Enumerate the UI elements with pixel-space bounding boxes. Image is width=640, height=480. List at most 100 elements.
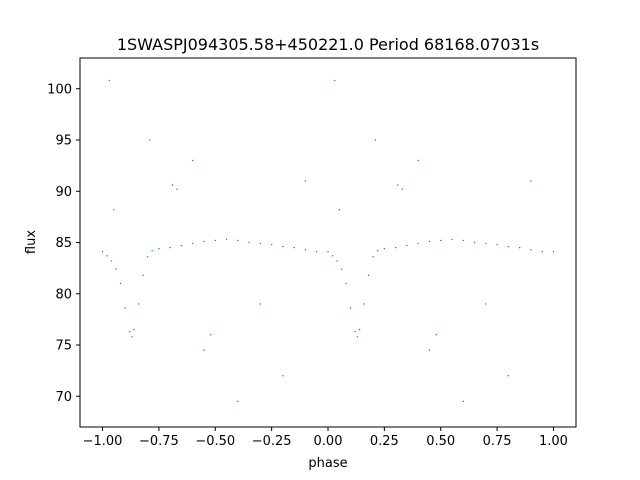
data-point (356, 336, 359, 338)
data-point (304, 180, 307, 182)
x-axis: −1.00 −0.75 −0.50 −0.25 0.00 0.25 0.50 0.75 1.00 (83, 427, 568, 449)
plot-area-frame (79, 57, 577, 428)
data-point (169, 246, 171, 249)
data-point (304, 248, 307, 251)
data-point (340, 268, 343, 270)
data-point (485, 303, 487, 305)
data-point (334, 79, 336, 82)
data-point (462, 239, 464, 242)
data-point (507, 375, 510, 377)
data-point (210, 334, 212, 336)
data-point (354, 330, 356, 333)
x-tick-label: 0.25 (370, 434, 399, 449)
y-tick-label: 85 (55, 236, 72, 251)
chart-title: 1SWASPJ094305.58+450221.0 Period 68168.0… (117, 35, 539, 54)
data-point (214, 239, 216, 242)
x-tick-label: −0.25 (252, 434, 292, 449)
data-point (394, 246, 397, 249)
y-tick-label: 75 (55, 339, 72, 354)
data-point (440, 239, 442, 242)
data-point (383, 247, 386, 250)
data-point (203, 240, 205, 243)
data-point (237, 239, 239, 242)
x-tick-label: 0.50 (426, 434, 455, 449)
data-point (417, 242, 419, 245)
data-point (428, 349, 431, 351)
y-axis-title: flux (24, 230, 39, 254)
data-point (137, 303, 140, 305)
data-point (128, 330, 131, 333)
data-point (113, 209, 115, 211)
x-tick-label: −1.00 (83, 434, 123, 449)
y-tick-label: 95 (55, 134, 72, 149)
data-point (131, 336, 133, 338)
data-point (110, 260, 113, 262)
data-point (451, 238, 453, 241)
data-point (106, 255, 108, 257)
y-tick-label: 100 (47, 82, 72, 97)
data-point (293, 246, 295, 249)
data-point (435, 334, 437, 336)
data-point (270, 243, 273, 246)
data-point (108, 79, 111, 82)
data-point (417, 159, 419, 162)
data-point (374, 139, 377, 141)
x-tick-label: 1.00 (539, 434, 568, 449)
data-point (282, 375, 284, 377)
data-point (124, 307, 126, 309)
x-tick-label: 0.75 (483, 434, 512, 449)
data-point (180, 244, 183, 247)
data-point (376, 250, 379, 252)
data-point (176, 188, 178, 190)
data-point (336, 260, 338, 262)
data-point (192, 242, 194, 245)
data-point (367, 274, 370, 276)
data-point (428, 240, 431, 243)
data-point (397, 184, 399, 186)
data-point (358, 328, 361, 331)
data-point (248, 241, 250, 244)
x-tick-label: −0.75 (139, 434, 179, 449)
data-point (462, 400, 464, 403)
data-point (363, 303, 365, 305)
y-tick-label: 80 (55, 287, 72, 302)
data-point (349, 307, 352, 309)
data-point (203, 349, 205, 351)
data-point (225, 238, 228, 241)
data-point (331, 255, 334, 257)
data-point (530, 180, 532, 182)
data-point (507, 245, 510, 248)
x-tick-label: −0.50 (195, 434, 235, 449)
data-point (530, 248, 532, 251)
data-point (552, 251, 555, 253)
data-point (485, 242, 487, 245)
data-point (115, 268, 117, 270)
y-tick-label: 90 (55, 185, 72, 200)
data-point (101, 251, 104, 253)
data-point (327, 251, 329, 253)
data-point (282, 245, 284, 248)
data-point (158, 247, 160, 250)
data-point (541, 251, 543, 253)
x-tick-label: 0.00 (314, 434, 343, 449)
data-point (372, 256, 374, 258)
y-tick-label: 70 (55, 390, 72, 405)
data-point (259, 242, 262, 245)
data-point (518, 246, 521, 249)
data-point (237, 400, 239, 403)
data-point (259, 303, 262, 305)
data-point (146, 256, 149, 258)
data-point (142, 274, 144, 276)
data-point (151, 250, 153, 252)
data-point (119, 282, 122, 285)
data-point (406, 244, 408, 247)
data-point (133, 328, 135, 331)
points-layer (101, 79, 555, 403)
data-point (149, 139, 151, 141)
data-point (192, 159, 194, 162)
data-point (316, 251, 318, 253)
data-point (496, 243, 498, 246)
data-point (345, 282, 347, 285)
